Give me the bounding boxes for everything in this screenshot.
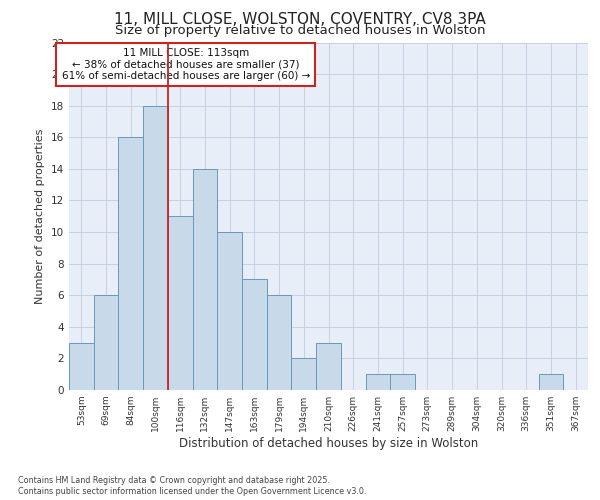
Text: Contains HM Land Registry data © Crown copyright and database right 2025.: Contains HM Land Registry data © Crown c… <box>18 476 330 485</box>
Bar <box>94 295 118 390</box>
Bar <box>242 280 267 390</box>
Bar <box>365 374 390 390</box>
Bar <box>143 106 168 390</box>
Bar <box>193 169 217 390</box>
Bar <box>292 358 316 390</box>
Bar <box>69 342 94 390</box>
Text: 11, MILL CLOSE, WOLSTON, COVENTRY, CV8 3PA: 11, MILL CLOSE, WOLSTON, COVENTRY, CV8 3… <box>114 12 486 27</box>
Text: Contains public sector information licensed under the Open Government Licence v3: Contains public sector information licen… <box>18 487 367 496</box>
Bar <box>118 138 143 390</box>
Text: Size of property relative to detached houses in Wolston: Size of property relative to detached ho… <box>115 24 485 37</box>
Bar <box>267 295 292 390</box>
Bar <box>316 342 341 390</box>
Bar <box>390 374 415 390</box>
Text: 11 MILL CLOSE: 113sqm
← 38% of detached houses are smaller (37)
61% of semi-deta: 11 MILL CLOSE: 113sqm ← 38% of detached … <box>62 48 310 81</box>
Bar <box>217 232 242 390</box>
Y-axis label: Number of detached properties: Number of detached properties <box>35 128 46 304</box>
Bar <box>539 374 563 390</box>
Bar <box>168 216 193 390</box>
X-axis label: Distribution of detached houses by size in Wolston: Distribution of detached houses by size … <box>179 437 478 450</box>
